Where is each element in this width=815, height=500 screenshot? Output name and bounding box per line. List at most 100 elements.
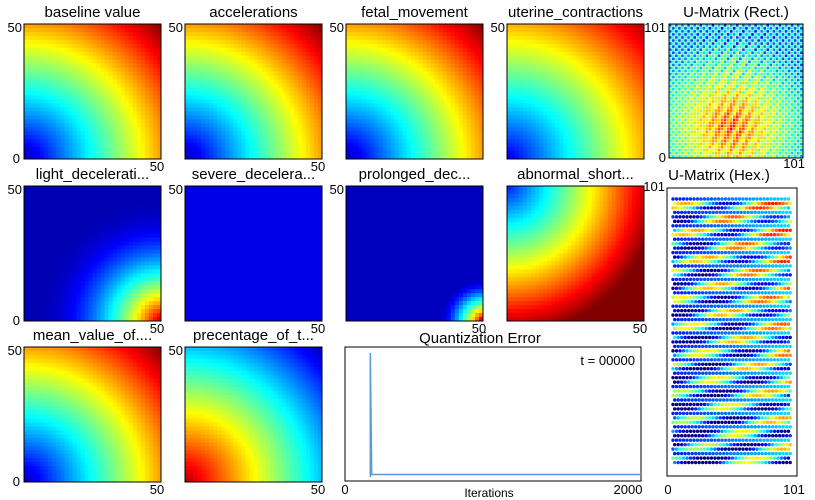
plane-cell <box>426 155 432 160</box>
plane-cell <box>603 107 609 112</box>
plane-cell <box>193 59 198 65</box>
plane-cell <box>591 39 597 45</box>
plane-cell <box>52 143 57 148</box>
plane-cell <box>551 59 556 65</box>
plane-cell <box>627 107 633 112</box>
plane-cell <box>40 103 45 108</box>
plane-cell <box>547 151 552 156</box>
plane-cell <box>68 189 73 195</box>
plane-cell <box>120 107 126 112</box>
plane-cell <box>579 31 585 37</box>
plane-cell <box>543 127 548 132</box>
plane-cell <box>148 103 154 108</box>
plane-cell <box>96 155 102 160</box>
plane-cell <box>281 127 287 132</box>
plane-cell <box>241 111 246 116</box>
plane-cell <box>607 55 613 61</box>
plane-cell <box>253 35 259 41</box>
plane-cell <box>619 139 625 144</box>
plane-cell <box>197 43 202 49</box>
plane-cell <box>277 75 283 81</box>
plane-cell <box>48 24 53 29</box>
plane-cell <box>100 27 106 33</box>
plane-cell <box>313 83 319 89</box>
plane-cell <box>281 155 287 160</box>
plane-cell <box>36 27 41 33</box>
plane-cell <box>289 83 295 89</box>
plane-cell <box>422 131 428 136</box>
plane-cell <box>209 95 214 100</box>
plane-cell <box>104 87 110 92</box>
plane-cell <box>603 47 609 53</box>
plane-cell <box>571 139 576 144</box>
plane-cell <box>249 71 254 77</box>
plane-cell <box>422 24 428 29</box>
plane-cell <box>144 189 150 195</box>
plane-cell <box>249 107 254 112</box>
plane-cell <box>48 47 53 53</box>
plane-cell <box>398 127 403 132</box>
plane-cell <box>68 155 73 160</box>
plane-cell <box>551 75 556 81</box>
plane-cell <box>257 55 263 61</box>
plane-cell <box>366 111 371 116</box>
plane-cell <box>253 67 259 73</box>
plane-cell <box>382 71 387 77</box>
plane-cell <box>124 213 130 219</box>
plane-cell <box>623 51 629 57</box>
plane-cell <box>136 75 142 81</box>
plane-cell <box>56 131 61 136</box>
plane-cell <box>52 225 57 231</box>
plane-cell <box>60 39 65 45</box>
plane-cell <box>281 119 287 124</box>
plane-cell <box>104 99 110 104</box>
plane-cell <box>563 91 568 96</box>
plane-cell <box>466 59 472 65</box>
plane-cell <box>309 131 315 136</box>
plane-cell <box>28 205 33 211</box>
plane-cell <box>273 143 279 148</box>
plane-cell <box>571 75 576 81</box>
plane-cell <box>442 31 448 37</box>
plane-cell <box>635 27 641 33</box>
plane-cell <box>189 67 194 73</box>
plane-cell <box>249 43 254 49</box>
plane-cell <box>555 31 560 37</box>
plane-cell <box>84 95 89 100</box>
plane-cell <box>156 103 162 108</box>
plane-cell <box>253 63 259 69</box>
plane-cell <box>466 31 472 37</box>
plane-cell <box>305 111 311 116</box>
plane-cell <box>36 51 41 57</box>
plane-cell <box>631 115 637 120</box>
plane-cell <box>201 71 206 77</box>
plane-cell <box>523 143 528 148</box>
plane-cell <box>595 155 601 160</box>
plane-cell <box>454 51 460 57</box>
plane-cell <box>52 27 57 33</box>
plane-cell <box>599 107 605 112</box>
plane-cell <box>96 189 102 195</box>
plane-cell <box>623 31 629 37</box>
plane-cell <box>523 123 528 128</box>
plane-cell <box>76 197 81 203</box>
plane-cell <box>148 213 154 219</box>
plane-cell <box>607 95 613 100</box>
plane-cell <box>92 87 98 92</box>
plane-cell <box>289 43 295 49</box>
plane-cell <box>128 43 134 49</box>
plane-cell <box>535 147 540 152</box>
plane-cell <box>140 83 146 89</box>
plane-cell <box>193 95 198 100</box>
plane-cell <box>277 71 283 77</box>
plane-cell <box>543 147 548 152</box>
plane-cell <box>32 103 37 108</box>
plane-cell <box>362 39 367 45</box>
plane-cell <box>346 99 351 104</box>
plane-cell <box>241 39 246 45</box>
plane-cell <box>257 67 263 73</box>
plane-cell <box>515 63 520 69</box>
plane-cell <box>233 47 238 53</box>
plane-cell <box>406 135 411 140</box>
plane-cell <box>297 39 303 45</box>
